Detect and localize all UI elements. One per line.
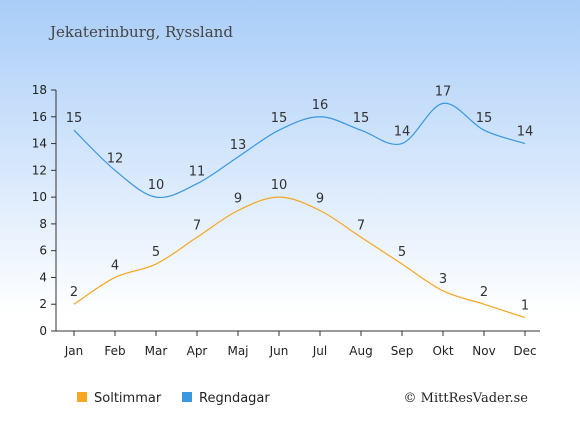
data-label-regndagar: 12 <box>107 151 124 166</box>
data-label-soltimmar: 4 <box>111 258 119 273</box>
x-tick-label: Mar <box>145 344 168 358</box>
y-tick-label: 18 <box>32 83 47 97</box>
data-label-regndagar: 14 <box>517 125 534 140</box>
data-label-regndagar: 15 <box>66 111 83 126</box>
y-tick-label: 8 <box>39 217 47 231</box>
y-tick-label: 4 <box>39 270 47 284</box>
y-tick-label: 10 <box>32 190 47 204</box>
legend-swatch-soltimmar <box>77 392 87 402</box>
data-labels: 2 4 5 7 9 10 9 7 5 3 2 1 15 12 10 11 13 15 16 15 14 17 15 14 <box>66 84 534 313</box>
data-label-soltimmar: 9 <box>234 192 242 207</box>
data-label-regndagar: 16 <box>312 98 329 113</box>
y-tick-label: 16 <box>32 110 47 124</box>
data-label-regndagar: 10 <box>148 178 165 193</box>
y-tick-label: 0 <box>39 324 47 338</box>
x-tick-label: Jun <box>269 344 289 358</box>
data-label-soltimmar: 1 <box>521 299 529 314</box>
x-tick-label: Jan <box>64 344 84 358</box>
data-label-soltimmar: 3 <box>439 272 447 287</box>
series-layer <box>73 102 526 319</box>
data-label-soltimmar: 7 <box>193 218 201 233</box>
x-tick-label: Maj <box>227 344 248 358</box>
copyright-text: © MittResVader.se <box>404 391 529 406</box>
legend-label-soltimmar: Soltimmar <box>94 391 162 406</box>
series-line-soltimmar <box>73 196 526 319</box>
chart-title: Jekaterinburg, Ryssland <box>48 23 233 41</box>
data-label-soltimmar: 7 <box>357 218 365 233</box>
y-tick-label: 12 <box>32 163 47 177</box>
data-label-soltimmar: 9 <box>316 192 324 207</box>
x-tick-label: Jul <box>312 344 327 358</box>
data-label-regndagar: 15 <box>353 111 370 126</box>
data-label-soltimmar: 2 <box>480 285 488 300</box>
data-label-regndagar: 14 <box>394 125 411 140</box>
legend: Soltimmar Regndagar <box>77 391 270 406</box>
data-label-regndagar: 11 <box>189 165 206 180</box>
data-label-regndagar: 15 <box>271 111 288 126</box>
x-tick-label: Feb <box>104 344 125 358</box>
legend-swatch-regndagar <box>182 392 192 402</box>
x-tick-label: Apr <box>187 344 208 358</box>
x-tick-label: Sep <box>391 344 414 358</box>
y-tick-label: 14 <box>32 137 47 151</box>
data-label-soltimmar: 10 <box>271 178 288 193</box>
data-label-regndagar: 15 <box>476 111 493 126</box>
y-tick-label: 2 <box>39 297 47 311</box>
x-tick-label: Nov <box>472 344 495 358</box>
legend-label-regndagar: Regndagar <box>199 391 270 406</box>
x-tick-label: Okt <box>432 344 453 358</box>
x-tick-label: Aug <box>349 344 372 358</box>
data-label-soltimmar: 5 <box>152 245 160 260</box>
data-label-regndagar: 17 <box>435 84 452 99</box>
y-tick-label: 6 <box>39 244 47 258</box>
data-label-soltimmar: 2 <box>70 285 78 300</box>
data-label-regndagar: 13 <box>230 138 247 153</box>
x-tick-label: Dec <box>513 344 536 358</box>
series-line-regndagar <box>73 102 526 199</box>
data-label-soltimmar: 5 <box>398 245 406 260</box>
